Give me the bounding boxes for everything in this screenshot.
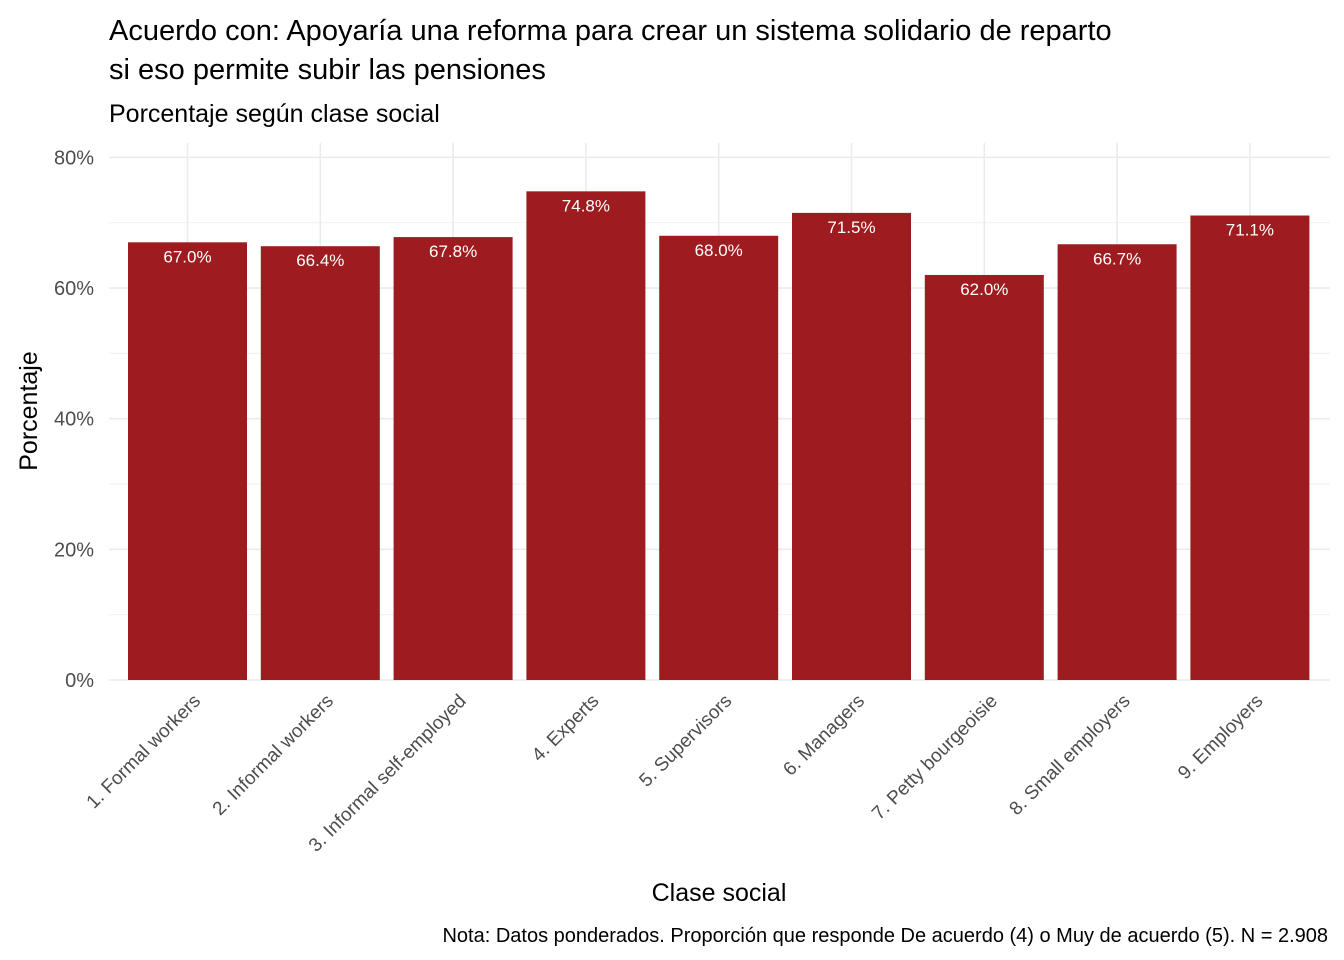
bar-value-label: 67.0%: [163, 247, 211, 266]
x-tick-label: 5. Supervisors: [636, 691, 737, 792]
y-tick-label: 60%: [54, 278, 94, 300]
bar: [792, 212, 911, 680]
chart-title-line-2: si eso permite subir las pensiones: [109, 54, 546, 86]
y-axis-title: Porcentaje: [15, 351, 43, 471]
bar-value-label: 74.8%: [562, 196, 610, 215]
x-tick-label: 4. Experts: [528, 691, 603, 766]
chart-caption: Nota: Datos ponderados. Proporción que r…: [442, 925, 1328, 947]
bar: [128, 242, 247, 681]
chart-subtitle: Porcentaje según clase social: [109, 100, 440, 128]
bar: [659, 235, 779, 680]
bar: [924, 274, 1044, 680]
bar: [1190, 215, 1310, 681]
bar-value-label: 68.0%: [695, 241, 743, 260]
y-tick-label: 0%: [65, 670, 94, 692]
chart-title-line-1: Acuerdo con: Apoyaría una reforma para c…: [109, 15, 1112, 47]
y-tick-label: 40%: [54, 409, 94, 431]
bar-value-label: 71.5%: [827, 218, 875, 237]
bar: [1057, 244, 1177, 680]
bar: [526, 191, 646, 680]
bar-value-label: 67.8%: [429, 242, 477, 261]
y-tick-label: 20%: [54, 539, 94, 561]
bar: [260, 246, 380, 680]
bar-value-label: 62.0%: [960, 280, 1008, 299]
y-axis-ticks: 0% 20% 40% 60% 80%: [54, 147, 94, 692]
bar-value-labels: 67.0% 66.4% 67.8% 74.8% 68.0% 71.5% 62.0% 66.7%…: [163, 196, 1274, 299]
bar-value-label: 66.4%: [296, 251, 344, 270]
x-tick-label: 3. Informal self-employed: [305, 691, 471, 857]
y-tick-label: 80%: [54, 147, 94, 169]
x-tick-label: 6. Managers: [779, 691, 869, 781]
x-tick-label: 8. Small employers: [1006, 691, 1135, 820]
x-tick-label: 7. Petty bourgeoisie: [868, 691, 1002, 825]
bar: [393, 237, 513, 680]
x-tick-label: 9. Employers: [1174, 691, 1267, 784]
bar-value-label: 71.1%: [1226, 221, 1274, 240]
bar-value-label: 66.7%: [1093, 249, 1141, 268]
x-axis-title: Clase social: [652, 879, 787, 907]
x-tick-label: 2. Informal workers: [209, 691, 338, 820]
x-tick-label: 1. Formal workers: [83, 691, 205, 813]
bars: [128, 191, 1310, 681]
